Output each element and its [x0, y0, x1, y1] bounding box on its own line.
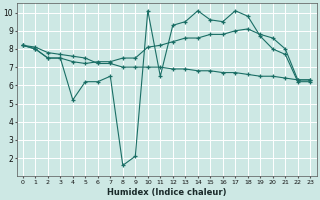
- X-axis label: Humidex (Indice chaleur): Humidex (Indice chaleur): [107, 188, 226, 197]
